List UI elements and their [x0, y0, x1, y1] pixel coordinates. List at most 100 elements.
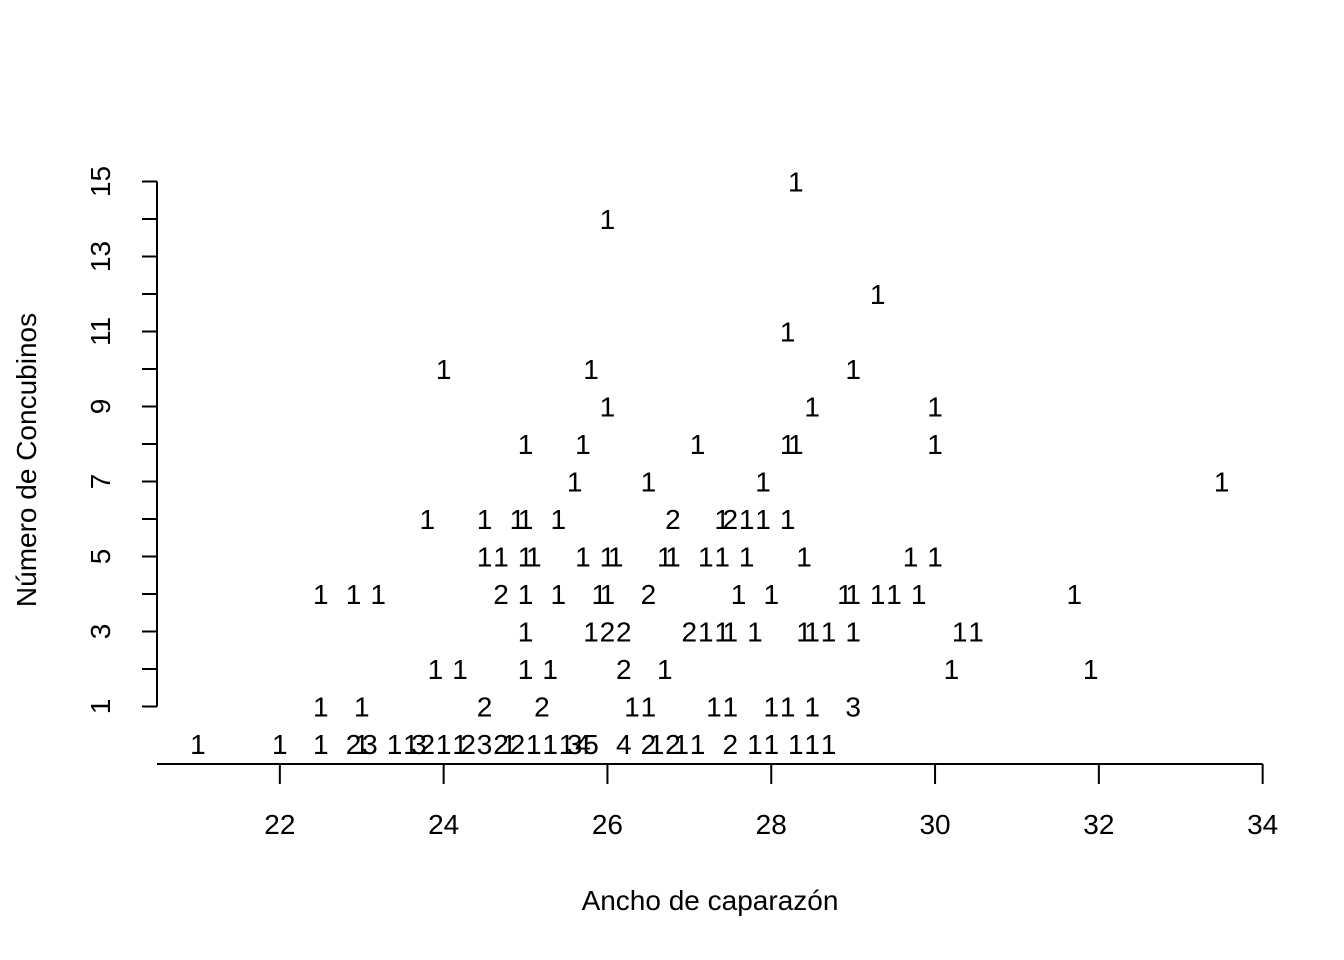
- data-point: 2: [723, 504, 739, 535]
- data-point: 1: [559, 729, 575, 760]
- data-point: 1: [567, 467, 583, 498]
- data-point: 1: [673, 729, 689, 760]
- y-axis-title: Número de Concubinos: [11, 313, 42, 607]
- data-point: 1: [780, 692, 796, 723]
- data-point: 1: [510, 504, 526, 535]
- data-point: 1: [387, 729, 403, 760]
- data-point: 2: [346, 729, 362, 760]
- data-point: 1: [714, 504, 730, 535]
- data-point: 1: [755, 467, 771, 498]
- data-point: 2: [534, 692, 550, 723]
- data-point: 5: [583, 729, 599, 760]
- x-tick-label: 34: [1247, 809, 1278, 840]
- data-point: 1: [698, 542, 714, 573]
- data-point: 1: [927, 429, 943, 460]
- data-point: 1: [796, 617, 812, 648]
- data-point: 4: [575, 729, 591, 760]
- data-point: 1: [845, 617, 861, 648]
- data-point: 1: [788, 167, 804, 198]
- data-point: 2: [600, 617, 616, 648]
- data-point: 3: [845, 692, 861, 723]
- data-point: 1: [346, 579, 362, 610]
- data-point: 1: [518, 617, 534, 648]
- data-point: 1: [591, 579, 607, 610]
- data-point: 1: [837, 579, 853, 610]
- y-tick-label: 15: [85, 166, 116, 197]
- data-point: 1: [477, 504, 493, 535]
- data-point: 1: [518, 579, 534, 610]
- data-point: 1: [780, 504, 796, 535]
- x-axis: 22 24 26 28 30 32 34: [157, 763, 1278, 840]
- y-tick-label: 7: [85, 474, 116, 490]
- data-point: 1: [911, 579, 927, 610]
- data-point: 2: [493, 579, 509, 610]
- y-tick-label: 1: [85, 699, 116, 715]
- y-tick-label: 3: [85, 624, 116, 640]
- data-point: 1: [788, 729, 804, 760]
- data-point: 1: [518, 429, 534, 460]
- data-point: 2: [682, 617, 698, 648]
- data-point: 1: [821, 729, 837, 760]
- data-point: 1: [723, 692, 739, 723]
- data-point: 1: [477, 542, 493, 573]
- data-point: 2: [665, 504, 681, 535]
- data-point: 1: [780, 317, 796, 348]
- data-point: 1: [763, 579, 779, 610]
- x-tick-label: 26: [592, 809, 623, 840]
- data-point: 1: [804, 729, 820, 760]
- data-point: 3: [362, 729, 378, 760]
- data-point: 1: [1066, 579, 1082, 610]
- data-point: 1: [1083, 654, 1099, 685]
- x-tick-label: 22: [264, 809, 295, 840]
- data-point: 1: [354, 729, 370, 760]
- data-point: 1: [313, 579, 329, 610]
- data-point: 1: [796, 542, 812, 573]
- data-point: 1: [747, 617, 763, 648]
- x-tick-label: 28: [756, 809, 787, 840]
- data-point: 1: [886, 579, 902, 610]
- data-point: 2: [665, 729, 681, 760]
- data-point: 1: [452, 729, 468, 760]
- data-point: 1: [780, 429, 796, 460]
- data-point: 1: [968, 617, 984, 648]
- data-point: 1: [600, 204, 616, 235]
- data-point: 1: [600, 392, 616, 423]
- y-tick-label: 13: [85, 241, 116, 272]
- data-point: 2: [641, 729, 657, 760]
- data-point: 1: [714, 542, 730, 573]
- data-point: 1: [518, 542, 534, 573]
- data-point: 1: [190, 729, 206, 760]
- data-point: 1: [313, 729, 329, 760]
- data-point: 1: [1214, 467, 1230, 498]
- data-point: 1: [706, 692, 722, 723]
- data-point: 4: [616, 729, 632, 760]
- data-point: 1: [723, 617, 739, 648]
- data-point: 1: [944, 654, 960, 685]
- data-point: 1: [804, 617, 820, 648]
- data-point: 1: [845, 354, 861, 385]
- data-point: 1: [698, 617, 714, 648]
- data-point: 1: [747, 729, 763, 760]
- data-point: 1: [739, 542, 755, 573]
- data-point: 1: [526, 542, 542, 573]
- data-point: 1: [575, 429, 591, 460]
- data-point: 1: [403, 729, 419, 760]
- data-point: 1: [870, 279, 886, 310]
- data-point: 1: [665, 542, 681, 573]
- data-point: 1: [370, 579, 386, 610]
- data-point: 1: [575, 542, 591, 573]
- y-tick-label: 5: [85, 549, 116, 565]
- data-point: 1: [583, 354, 599, 385]
- data-point: 2: [477, 692, 493, 723]
- data-point: 2: [460, 729, 476, 760]
- data-point: 2: [641, 579, 657, 610]
- data-point: 2: [419, 729, 435, 760]
- data-point: 1: [452, 654, 468, 685]
- data-point: 3: [477, 729, 493, 760]
- data-point: 1: [501, 729, 517, 760]
- data-point: 1: [804, 692, 820, 723]
- data-point: 3: [567, 729, 583, 760]
